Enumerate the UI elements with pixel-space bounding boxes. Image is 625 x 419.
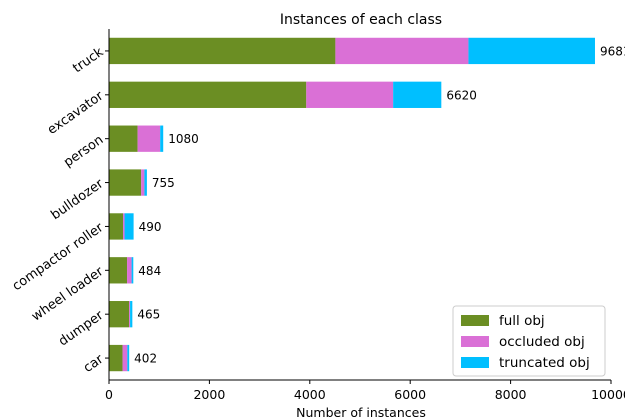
bar-dumper-full-obj	[109, 301, 130, 328]
bar-person-full-obj	[109, 125, 138, 152]
legend-label: truncated obj	[499, 355, 590, 371]
bar-wheel-loader-full-obj	[109, 257, 128, 284]
x-tick-label: 0	[105, 387, 113, 402]
bar-bulldozer-truncated-obj	[144, 169, 147, 196]
y-tick-label: excavator	[45, 88, 107, 138]
total-labels: 9681 6620 1080 755 490 484 465 402	[134, 44, 625, 365]
legend-swatch	[461, 315, 489, 326]
total-label: 9681	[600, 44, 625, 58]
bar-person-truncated-obj	[160, 125, 164, 152]
total-label: 6620	[446, 88, 477, 102]
total-label: 755	[152, 176, 175, 190]
bar-car-truncated-obj	[127, 344, 130, 372]
bar-person-occluded-obj	[137, 125, 161, 152]
y-tick-label: dumper	[56, 308, 107, 350]
total-label: 484	[138, 264, 161, 278]
legend-label: full obj	[499, 313, 545, 329]
legend: full obj occluded obj truncated obj	[452, 305, 606, 377]
bar-dumper-occluded-obj	[129, 301, 131, 328]
bar-compactor-roller-full-obj	[109, 213, 124, 240]
bar-excavator-occluded-obj	[306, 81, 394, 108]
bar-dumper-truncated-obj	[130, 301, 133, 328]
bar-compactor-roller-truncated-obj	[124, 213, 134, 240]
total-label: 465	[137, 308, 160, 322]
legend-swatch	[461, 357, 489, 368]
total-label: 490	[139, 220, 162, 234]
axes-spines	[108, 29, 611, 381]
bar-compactor-roller-occluded-obj	[123, 213, 125, 240]
x-tick-label: 2000	[193, 387, 225, 402]
x-axis: 0 2000 4000 6000 8000 10000	[105, 380, 625, 402]
bars	[109, 37, 595, 372]
x-tick-label: 4000	[294, 387, 326, 402]
legend-box	[452, 305, 606, 377]
bar-car-occluded-obj	[122, 344, 128, 372]
bar-car-full-obj	[109, 344, 123, 372]
bar-truck-truncated-obj	[468, 37, 595, 65]
chart-title: Instances of each class	[280, 12, 442, 28]
bar-excavator-truncated-obj	[393, 81, 442, 108]
bar-wheel-loader-truncated-obj	[131, 257, 134, 284]
legend-swatch	[461, 336, 489, 347]
y-tick-label: bulldozer	[48, 176, 106, 223]
x-tick-label: 6000	[394, 387, 426, 402]
bar-truck-full-obj	[109, 37, 336, 65]
legend-label: occluded obj	[499, 334, 585, 350]
bar-bulldozer-occluded-obj	[141, 169, 145, 196]
y-tick-label: person	[61, 133, 106, 171]
bar-wheel-loader-occluded-obj	[127, 257, 132, 284]
bar-truck-occluded-obj	[335, 37, 469, 65]
x-tick-label: 8000	[495, 387, 527, 402]
total-label: 1080	[168, 132, 199, 146]
y-tick-label: car	[81, 352, 107, 376]
bar-bulldozer-full-obj	[109, 169, 142, 196]
x-tick-label: 10000	[591, 387, 625, 402]
y-tick-label: truck	[70, 45, 106, 77]
bar-excavator-full-obj	[109, 81, 307, 108]
x-axis-label: Number of instances	[296, 405, 426, 419]
total-label: 402	[134, 352, 157, 366]
